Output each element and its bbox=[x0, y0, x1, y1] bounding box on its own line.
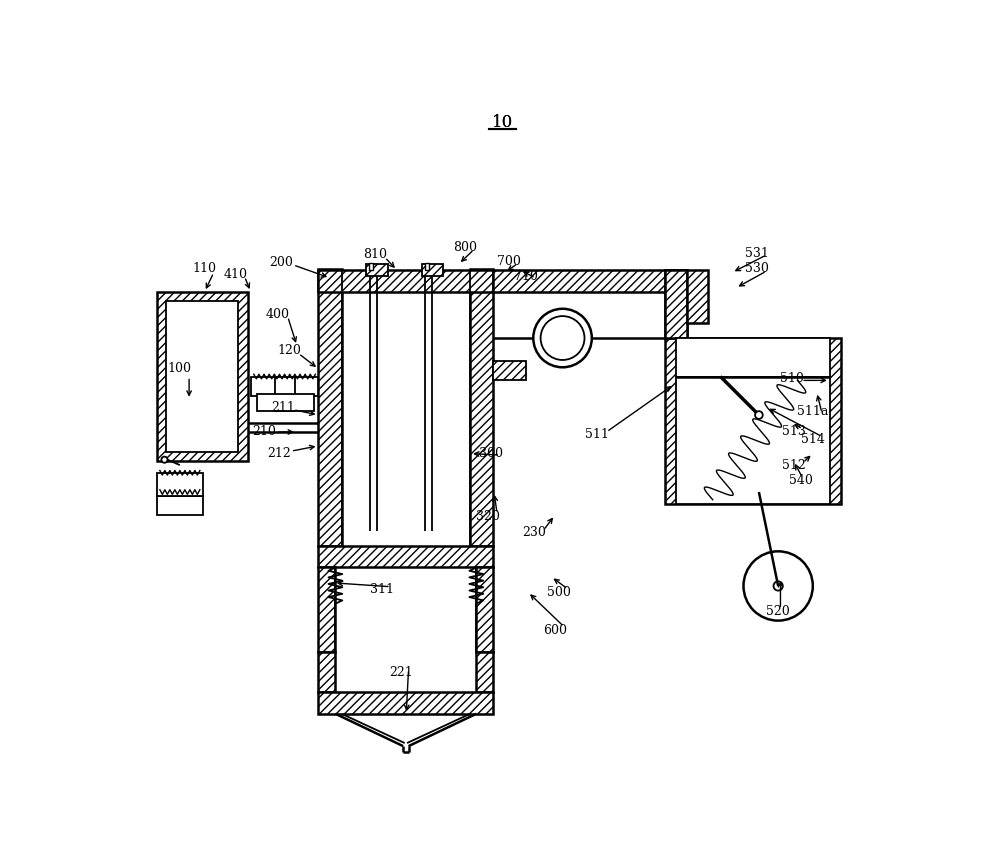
Text: 100: 100 bbox=[168, 363, 192, 375]
Text: 300: 300 bbox=[479, 447, 503, 460]
Text: 540: 540 bbox=[789, 474, 813, 487]
Text: 10: 10 bbox=[492, 114, 513, 131]
Bar bbox=[476, 652, 493, 692]
Bar bbox=[318, 270, 493, 292]
Text: 200: 200 bbox=[270, 256, 293, 269]
Text: 800: 800 bbox=[453, 241, 477, 253]
Text: 520: 520 bbox=[766, 605, 790, 617]
Text: 230: 230 bbox=[522, 526, 546, 540]
Bar bbox=[665, 270, 687, 338]
Text: 510: 510 bbox=[780, 372, 804, 385]
Bar bbox=[318, 692, 493, 714]
Bar bbox=[257, 394, 314, 411]
Text: 810: 810 bbox=[363, 248, 387, 262]
Bar bbox=[422, 264, 443, 276]
Bar bbox=[369, 263, 373, 270]
Text: 311: 311 bbox=[370, 584, 394, 596]
Bar bbox=[318, 268, 342, 546]
Bar bbox=[425, 263, 429, 270]
Text: 700: 700 bbox=[497, 255, 521, 268]
Bar bbox=[318, 567, 335, 652]
Text: 511: 511 bbox=[585, 428, 609, 440]
Text: 500: 500 bbox=[547, 585, 571, 599]
Bar bbox=[665, 338, 841, 504]
Bar bbox=[366, 264, 388, 276]
Bar bbox=[157, 473, 203, 495]
Text: 511a: 511a bbox=[797, 405, 828, 418]
Bar bbox=[493, 361, 526, 380]
Circle shape bbox=[161, 457, 168, 462]
Bar bbox=[676, 338, 830, 377]
Text: 710: 710 bbox=[514, 270, 538, 283]
Bar bbox=[251, 377, 318, 396]
Bar bbox=[470, 268, 493, 546]
Text: 410: 410 bbox=[223, 268, 247, 280]
Text: 513: 513 bbox=[782, 425, 805, 439]
Text: 320: 320 bbox=[476, 510, 500, 523]
Bar bbox=[676, 377, 830, 504]
Text: 600: 600 bbox=[543, 624, 567, 637]
Bar bbox=[318, 546, 493, 567]
Bar bbox=[275, 377, 295, 411]
Text: 212: 212 bbox=[267, 447, 291, 460]
Circle shape bbox=[755, 411, 763, 419]
Text: 512: 512 bbox=[782, 458, 805, 472]
Text: 110: 110 bbox=[192, 263, 216, 275]
Text: 120: 120 bbox=[277, 344, 301, 357]
Text: 221: 221 bbox=[389, 667, 413, 679]
Bar bbox=[318, 652, 335, 692]
Bar bbox=[157, 292, 248, 462]
Circle shape bbox=[533, 309, 592, 368]
Bar bbox=[476, 567, 493, 652]
Text: 514: 514 bbox=[801, 433, 825, 446]
Text: 210: 210 bbox=[253, 425, 276, 439]
Text: 400: 400 bbox=[266, 308, 290, 321]
Text: 530: 530 bbox=[745, 263, 769, 275]
Bar bbox=[493, 270, 684, 292]
Bar bbox=[665, 270, 687, 338]
Text: 531: 531 bbox=[745, 246, 769, 260]
Bar bbox=[166, 301, 238, 452]
Bar bbox=[157, 495, 203, 515]
Bar bbox=[687, 270, 708, 323]
Text: 10: 10 bbox=[492, 114, 513, 131]
Text: 211: 211 bbox=[271, 401, 295, 414]
